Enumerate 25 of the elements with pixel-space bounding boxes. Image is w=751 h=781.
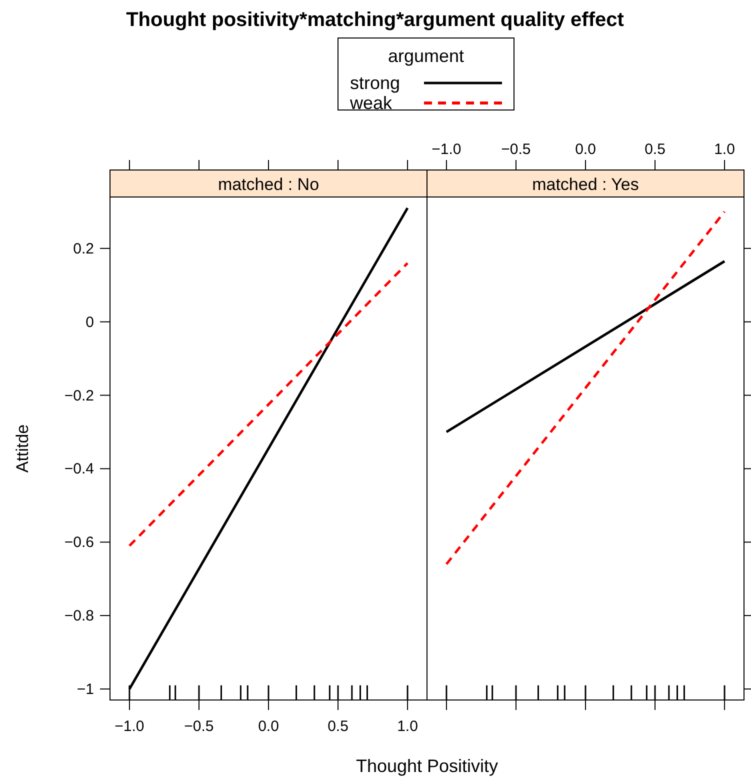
x-tick-label: −0.5	[501, 141, 531, 158]
y-tick-label: −0.6	[64, 534, 94, 552]
chart-subtitle: matched : No	[218, 175, 320, 194]
legend-label: strong	[350, 73, 400, 93]
x-tick-label: −1.0	[114, 718, 144, 735]
x-tick-label: 0.5	[644, 141, 666, 158]
y-tick-label: −0.4	[64, 460, 94, 478]
y-tick-label: −0.8	[64, 608, 94, 625]
x-axis-title: Thought Positivity	[356, 756, 498, 776]
y-tick-label: 0	[86, 314, 94, 331]
y-tick-label: 0.2	[73, 240, 94, 258]
x-tick-label: 0.0	[258, 718, 279, 735]
y-tick-label: −0.2	[64, 387, 94, 404]
legend-label: weak	[349, 93, 394, 113]
chart-title: Thought positivity*matching*argument quality effect	[126, 9, 624, 31]
x-tick-label: 1.0	[397, 718, 418, 735]
x-tick-label: 0.0	[575, 141, 596, 158]
x-tick-label: 0.5	[328, 718, 348, 735]
x-tick-label: −0.5	[184, 718, 214, 735]
chart-subtitle: matched : Yes	[532, 175, 639, 194]
x-tick-label: −1.0	[432, 141, 462, 158]
y-tick-label: −1	[76, 680, 94, 698]
legend-title: argument	[388, 46, 464, 66]
y-axis-title: Attitde	[13, 424, 32, 473]
x-tick-label: 1.0	[714, 141, 735, 158]
